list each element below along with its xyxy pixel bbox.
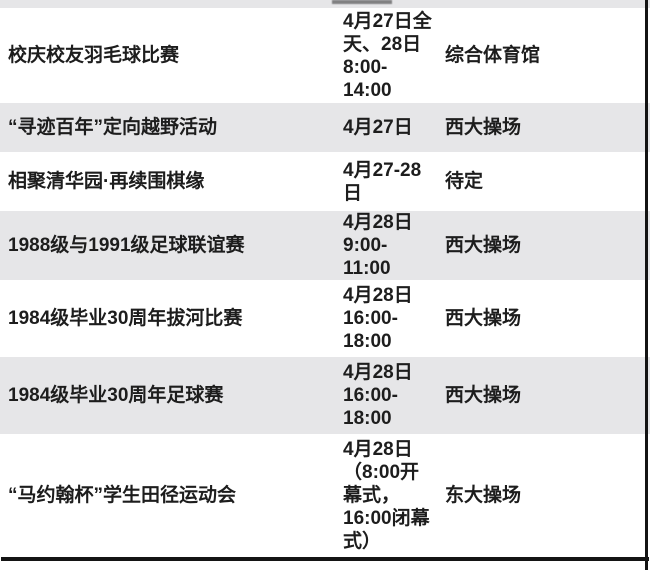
table-bottom-border [1,557,649,561]
table-row: 1984级毕业30周年足球赛 4月28日 16:00- 18:00 西大操场 [0,357,650,434]
event-time-cell: 4月28日 （8:00开 幕式， 16:00闭幕 式） [343,438,430,552]
event-time-cell: 4月28日 16:00- 18:00 [343,362,413,429]
event-schedule-table: 校庆校友羽毛球比赛 4月27日全 天、28日 8:00- 14:00 综合体育馆… [0,8,650,556]
event-venue-cell: 西大操场 [445,385,522,406]
event-name-cell: “马约翰杯”学生田径运动会 [8,484,237,506]
event-time-cell: 4月27日全 天、28日 8:00- 14:00 [343,10,432,101]
event-time-cell: 4月27日 [343,117,413,138]
event-name-cell: 相聚清华园·再续围棋缘 [8,171,205,192]
table-right-border [645,0,648,570]
previous-row-cutoff-strip [0,0,650,8]
event-venue-cell: 待定 [445,171,484,192]
table-row: 1988级与1991级足球联谊赛 4月28日 9:00- 11:00 西大操场 [0,211,650,280]
event-time-cell: 4月28日 9:00- 11:00 [343,212,413,279]
event-time-cell: 4月27-28 日 [343,159,422,204]
table-row: 相聚清华园·再续围棋缘 4月27-28 日 待定 [0,152,650,211]
table-row: “马约翰杯”学生田径运动会 4月28日 （8:00开 幕式， 16:00闭幕 式… [0,434,650,556]
event-venue-cell: 综合体育馆 [445,45,541,66]
clipped-text-remnant [332,0,392,4]
event-time-cell: 4月28日 16:00- 18:00 [343,285,413,352]
table-row: 校庆校友羽毛球比赛 4月27日全 天、28日 8:00- 14:00 综合体育馆 [0,8,650,103]
event-name-cell: 校庆校友羽毛球比赛 [8,45,180,66]
event-name-cell: 1984级毕业30周年拔河比赛 [8,308,243,329]
event-venue-cell: 西大操场 [445,235,522,256]
event-venue-cell: 西大操场 [445,117,522,138]
event-name-cell: “寻迹百年”定向越野活动 [8,117,218,138]
table-row: “寻迹百年”定向越野活动 4月27日 西大操场 [0,103,650,152]
event-venue-cell: 东大操场 [445,484,522,506]
event-venue-cell: 西大操场 [445,308,522,329]
table-row: 1984级毕业30周年拔河比赛 4月28日 16:00- 18:00 西大操场 [0,280,650,357]
event-name-cell: 1984级毕业30周年足球赛 [8,385,224,406]
event-name-cell: 1988级与1991级足球联谊赛 [8,235,245,256]
